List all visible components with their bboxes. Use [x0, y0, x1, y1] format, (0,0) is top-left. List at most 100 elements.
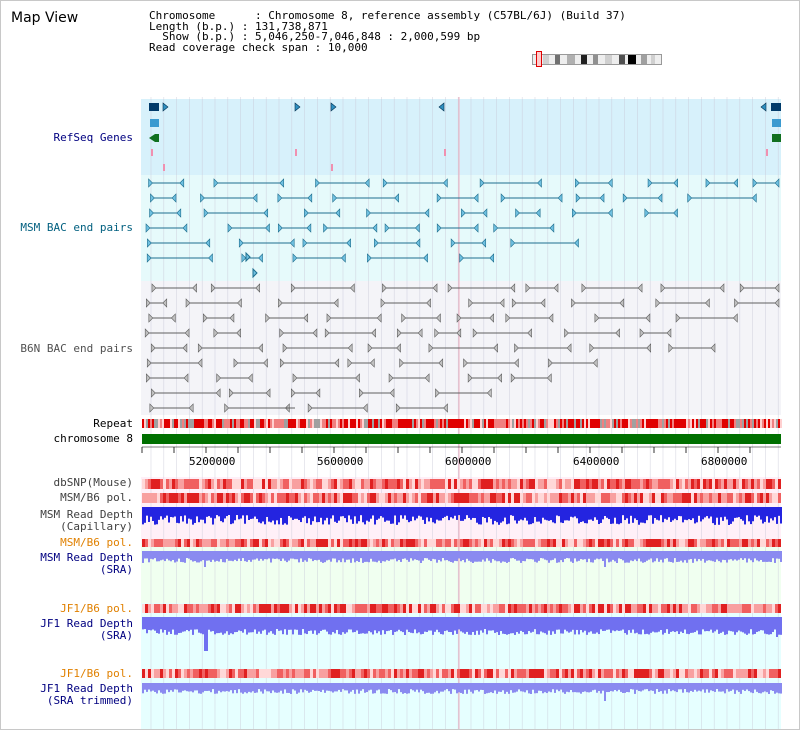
jf1-depth-sra-label-2[interactable]: (SRA)	[99, 629, 133, 642]
jf1-depth-trim-bar	[750, 683, 752, 693]
msm-depth-capillary-bar	[364, 507, 366, 525]
jf1-b6-pol-label-2[interactable]: JF1/B6 pol.	[60, 667, 133, 680]
msm-b6-pol-cell	[391, 539, 394, 547]
jf1-depth-trim-bar	[568, 683, 570, 693]
b6n-bac-pair-end	[224, 403, 230, 413]
b6n-bac-label[interactable]: B6N BAC end pairs	[20, 342, 133, 355]
dbsnp-cell	[307, 479, 310, 489]
jf1-b6-pol-cell	[385, 669, 388, 678]
jf1-depth-sra-bar	[780, 617, 782, 635]
jf1-depth-sra-bar	[516, 617, 518, 633]
b6n-bac-pair-end	[447, 283, 453, 293]
jf1-depth-sra-bar	[278, 617, 280, 631]
msm-bac-label[interactable]: MSM BAC end pairs	[20, 221, 133, 234]
ideogram-position-marker[interactable]	[536, 51, 542, 67]
msm-b6-pol-cell	[406, 493, 409, 503]
msm-b6-pol-label[interactable]: MSM/B6 pol.	[60, 491, 133, 504]
jf1-b6-pol-cell	[769, 604, 772, 613]
jf1-b6-pol-cell	[229, 604, 232, 613]
jf1-b6-pol-cell	[493, 669, 496, 678]
jf1-depth-trim-bar	[338, 683, 340, 690]
repeat-block	[700, 419, 702, 428]
dbsnp-cell	[724, 479, 727, 489]
jf1-depth-trim-bar	[176, 683, 178, 690]
jf1-depth-sra-bar	[444, 617, 446, 632]
msm-depth-capillary-bar	[402, 507, 404, 519]
jf1-depth-sra-bar	[282, 617, 284, 635]
dbsnp-label[interactable]: dbSNP(Mouse)	[53, 476, 133, 489]
msm-depth-capillary-bar	[494, 507, 496, 521]
length-label: Length (b.p.)	[149, 19, 236, 33]
dbsnp-cell	[325, 479, 328, 489]
b6n-bac-pair-end	[371, 328, 376, 338]
msm-depth-capillary-bar	[650, 507, 652, 516]
jf1-depth-trim-bar	[738, 683, 740, 692]
msm-depth-sra-label-2[interactable]: (SRA)	[99, 563, 133, 576]
dbsnp-cell	[235, 479, 238, 489]
msm-depth-capillary-bar	[328, 507, 330, 525]
jf1-depth-sra-label-1[interactable]: JF1 Read Depth	[40, 617, 133, 630]
jf1-b6-pol-label[interactable]: JF1/B6 pol.	[60, 602, 133, 615]
repeat-block	[584, 419, 586, 428]
jf1-b6-pol-cell	[505, 669, 508, 678]
jf1-b6-pol-cell	[565, 669, 568, 678]
msm-b6-pol-cell	[685, 539, 688, 547]
jf1-b6-pol-cell	[580, 669, 583, 678]
jf1-b6-pol-cell	[490, 669, 493, 678]
jf1-depth-sra-bar	[290, 617, 292, 630]
chromosome-ideogram[interactable]	[532, 54, 662, 65]
msm-depth-sra-bar	[496, 551, 498, 562]
msm-depth-capillary-bar	[738, 507, 740, 518]
jf1-depth-sra-bar	[460, 617, 462, 632]
msm-depth-sra-bar	[162, 551, 164, 560]
jf1-b6-pol-cell	[412, 669, 415, 678]
msm-depth-capillary-bar	[434, 507, 436, 524]
jf1-depth-trim-bar	[604, 683, 606, 701]
jf1-depth-trim-bar	[732, 683, 734, 690]
jf1-depth-trim-label-2[interactable]: (SRA trimmed)	[46, 694, 133, 707]
msm-b6-pol-cell	[226, 493, 229, 503]
refseq-label[interactable]: RefSeq Genes	[53, 131, 133, 144]
jf1-b6-pol-cell	[373, 604, 376, 613]
msm-depth-capillary-label-2[interactable]: (Capillary)	[60, 520, 133, 533]
msm-depth-sra-label-1[interactable]: MSM Read Depth	[40, 551, 133, 564]
jf1-b6-pol-cell	[370, 669, 373, 678]
jf1-depth-trim-bar	[578, 683, 580, 693]
msm-bac-pair-end	[657, 193, 663, 203]
jf1-b6-pol-cell	[313, 669, 316, 678]
jf1-depth-trim-bar	[344, 683, 346, 691]
msm-b6-pol-cell	[292, 493, 295, 503]
msm-depth-sra-bar	[364, 551, 366, 562]
jf1-depth-sra-bar	[624, 617, 626, 634]
jf1-depth-trim-bar	[500, 683, 502, 692]
msm-depth-sra-bar	[230, 551, 232, 561]
repeat-block	[400, 419, 402, 428]
refseq-gene	[438, 102, 445, 112]
msm-depth-capillary-bar	[548, 507, 550, 521]
repeat-block	[322, 419, 324, 428]
msm-bac-pair-end	[307, 193, 313, 203]
msm-depth-sra-bar	[374, 551, 376, 562]
jf1-b6-pol-cell	[754, 669, 757, 678]
jf1-depth-sra-bar	[386, 617, 388, 632]
jf1-depth-trim-bar	[502, 683, 504, 691]
msm-b6-pol-cell	[619, 539, 622, 547]
msm-b6-pol-cell	[424, 539, 427, 547]
msm-depth-sra-bar	[548, 551, 550, 563]
jf1-depth-trim-label-1[interactable]: JF1 Read Depth	[40, 682, 133, 695]
msm-depth-capillary-bar	[686, 507, 688, 521]
msm-b6-pol-cell	[556, 539, 559, 547]
msm-b6-pol-cell	[646, 539, 649, 547]
msm-depth-capillary-label-1[interactable]: MSM Read Depth	[40, 508, 133, 521]
msm-b6-pol-label-2[interactable]: MSM/B6 pol.	[60, 536, 133, 549]
jf1-depth-sra-bar	[692, 617, 694, 633]
dbsnp-cell	[337, 479, 340, 489]
b6n-bac-pair-end	[237, 298, 242, 308]
jf1-b6-pol-cell	[382, 669, 385, 678]
dbsnp-cell	[223, 479, 226, 489]
dbsnp-cell	[511, 479, 514, 489]
jf1-depth-trim-bar	[236, 683, 238, 694]
msm-bac-pair-end	[500, 193, 506, 203]
msm-depth-sra-bar	[446, 551, 448, 561]
